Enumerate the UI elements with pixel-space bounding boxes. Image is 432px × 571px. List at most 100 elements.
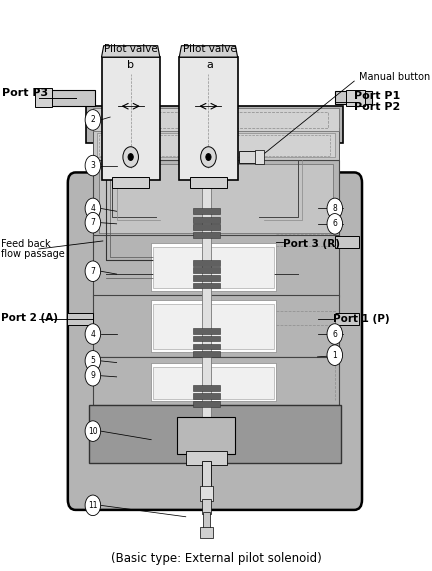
Bar xyxy=(112,177,149,188)
Bar xyxy=(193,208,220,214)
Bar xyxy=(193,217,220,223)
Bar xyxy=(193,336,220,341)
Text: 1: 1 xyxy=(333,351,337,360)
Bar xyxy=(93,235,339,297)
Circle shape xyxy=(85,421,101,441)
Bar xyxy=(93,357,339,405)
Bar xyxy=(177,417,235,454)
Bar xyxy=(99,135,330,156)
Text: 6: 6 xyxy=(332,219,337,228)
Text: Port 2 (A): Port 2 (A) xyxy=(1,313,58,323)
Bar xyxy=(89,405,341,463)
Text: Port 1 (P): Port 1 (P) xyxy=(333,314,389,324)
Bar xyxy=(346,90,365,106)
Bar xyxy=(67,313,93,325)
Text: Port 3 (R): Port 3 (R) xyxy=(283,239,340,249)
Text: 2: 2 xyxy=(91,115,95,124)
Bar xyxy=(193,393,220,399)
Bar xyxy=(193,224,220,230)
Text: 8: 8 xyxy=(333,204,337,213)
Circle shape xyxy=(85,351,101,371)
Bar xyxy=(151,243,276,291)
Text: 10: 10 xyxy=(88,427,98,436)
Bar xyxy=(186,451,227,465)
Bar xyxy=(190,177,227,188)
Bar xyxy=(203,512,210,528)
Text: 4: 4 xyxy=(90,329,95,339)
Bar xyxy=(200,527,213,538)
Text: 11: 11 xyxy=(88,501,98,510)
Bar xyxy=(193,351,220,357)
Bar xyxy=(239,151,256,163)
Bar xyxy=(193,401,220,407)
Text: 6: 6 xyxy=(332,329,337,339)
Circle shape xyxy=(327,324,343,344)
Circle shape xyxy=(327,198,343,219)
Bar xyxy=(151,300,276,352)
Text: Pilot valve: Pilot valve xyxy=(104,44,158,54)
Text: b: b xyxy=(127,60,134,70)
Bar xyxy=(86,106,343,143)
Text: 3: 3 xyxy=(90,161,95,170)
Bar xyxy=(200,486,213,501)
Text: Port P1: Port P1 xyxy=(354,91,400,101)
Bar xyxy=(153,247,274,288)
Circle shape xyxy=(85,365,101,386)
Circle shape xyxy=(85,495,101,516)
Text: 7: 7 xyxy=(90,218,95,227)
Polygon shape xyxy=(102,46,160,57)
Bar xyxy=(193,260,220,266)
Bar xyxy=(151,363,276,401)
Circle shape xyxy=(85,155,101,176)
Text: Port P3: Port P3 xyxy=(2,87,48,98)
Bar xyxy=(335,91,372,104)
Bar xyxy=(193,344,220,349)
Bar xyxy=(202,461,211,488)
Text: a: a xyxy=(206,60,213,70)
Bar xyxy=(335,313,359,325)
Text: 4: 4 xyxy=(90,204,95,213)
Bar xyxy=(193,232,220,238)
Bar xyxy=(99,164,333,233)
Bar xyxy=(193,385,220,391)
Bar xyxy=(93,128,339,160)
Bar xyxy=(153,304,274,349)
Text: Port P2: Port P2 xyxy=(354,102,400,112)
Circle shape xyxy=(206,154,211,160)
Bar xyxy=(193,275,220,281)
Bar xyxy=(102,112,328,128)
Circle shape xyxy=(200,147,216,167)
Bar xyxy=(193,267,220,273)
Circle shape xyxy=(327,345,343,365)
Circle shape xyxy=(85,198,101,219)
Bar xyxy=(179,57,238,180)
Text: Pilot valve: Pilot valve xyxy=(183,44,236,54)
Bar xyxy=(202,120,211,463)
Bar xyxy=(255,150,264,164)
Circle shape xyxy=(85,324,101,344)
Bar xyxy=(97,133,335,157)
Text: Manual button: Manual button xyxy=(359,72,431,82)
Circle shape xyxy=(327,214,343,234)
Bar xyxy=(93,295,339,357)
Circle shape xyxy=(123,147,138,167)
Bar xyxy=(93,108,339,131)
Text: 5: 5 xyxy=(90,356,95,365)
Text: 7: 7 xyxy=(90,267,95,276)
Bar xyxy=(43,90,95,106)
Bar xyxy=(202,499,211,514)
Text: Feed back: Feed back xyxy=(1,239,51,250)
Circle shape xyxy=(128,154,133,160)
Polygon shape xyxy=(179,46,238,57)
Bar xyxy=(35,88,52,107)
Text: (Basic type: External pilot solenoid): (Basic type: External pilot solenoid) xyxy=(111,552,321,565)
Text: 9: 9 xyxy=(90,371,95,380)
Circle shape xyxy=(85,110,101,130)
Circle shape xyxy=(85,212,101,233)
Bar xyxy=(93,160,339,237)
Bar xyxy=(335,236,359,248)
FancyBboxPatch shape xyxy=(68,172,362,510)
Bar xyxy=(193,328,220,334)
Bar xyxy=(102,57,160,180)
Bar xyxy=(193,283,220,288)
